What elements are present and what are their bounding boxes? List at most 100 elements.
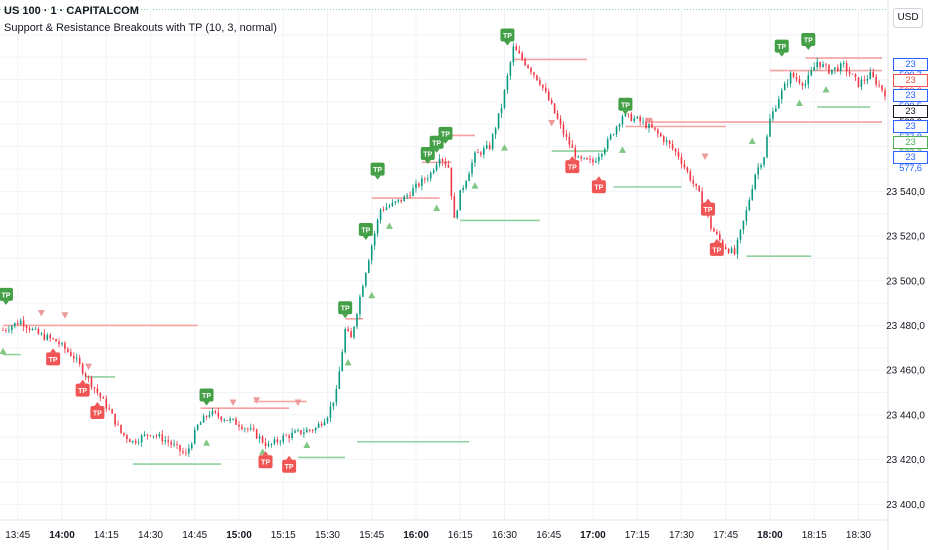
candle-body bbox=[530, 67, 532, 73]
indicator-legend[interactable]: Support & Resistance Breakouts with TP (… bbox=[4, 22, 277, 34]
tp-marker-box bbox=[618, 97, 633, 111]
candle-body bbox=[810, 70, 813, 76]
tp-marker[interactable]: TP bbox=[774, 39, 789, 57]
tp-marker[interactable]: TP bbox=[46, 348, 61, 366]
candle-body bbox=[568, 136, 571, 145]
tp-marker-pointer bbox=[569, 156, 576, 161]
candle-body bbox=[391, 202, 394, 206]
candle-body bbox=[828, 65, 830, 74]
candle-body bbox=[34, 328, 37, 330]
symbol-title[interactable]: US 100 · 1 · CAPITALCOM bbox=[4, 5, 139, 17]
tp-marker-label: TP bbox=[78, 388, 87, 395]
tp-marker[interactable]: TP bbox=[591, 176, 606, 194]
candle-body bbox=[668, 140, 671, 145]
tp-marker[interactable]: TP bbox=[75, 379, 90, 397]
tp-marker[interactable]: TP bbox=[0, 287, 13, 305]
tp-marker[interactable]: TP bbox=[338, 301, 353, 319]
candle-body bbox=[19, 320, 22, 325]
x-tick-label: 14:45 bbox=[182, 530, 207, 541]
x-tick-label: 14:00 bbox=[49, 530, 75, 541]
candle-body bbox=[308, 429, 311, 431]
candle-body bbox=[786, 83, 789, 85]
candle-body bbox=[645, 121, 647, 129]
candle-body bbox=[527, 65, 529, 68]
candle-body bbox=[176, 444, 178, 445]
tp-marker[interactable]: TP bbox=[199, 388, 214, 406]
tp-marker[interactable]: TP bbox=[438, 126, 453, 144]
candle-body bbox=[235, 418, 237, 425]
candle-body bbox=[70, 351, 72, 357]
tp-marker[interactable]: TP bbox=[420, 146, 435, 164]
candle-body bbox=[28, 328, 31, 330]
candle-body bbox=[105, 398, 108, 409]
candle-body bbox=[432, 170, 435, 173]
candle-body bbox=[536, 75, 538, 81]
candle-body bbox=[99, 392, 102, 398]
tp-marker[interactable]: TP bbox=[90, 402, 105, 420]
candle-body bbox=[223, 420, 226, 421]
candle-body bbox=[179, 444, 181, 452]
tp-marker-pointer bbox=[2, 300, 9, 305]
candle-body bbox=[359, 296, 361, 315]
currency-button[interactable]: USD bbox=[893, 8, 923, 28]
tp-marker[interactable]: TP bbox=[618, 97, 633, 115]
tp-marker[interactable]: TP bbox=[258, 451, 273, 469]
candle-body bbox=[630, 113, 633, 122]
candle-body bbox=[512, 46, 515, 63]
candle-body bbox=[75, 357, 78, 359]
tp-marker[interactable]: TP bbox=[370, 162, 385, 180]
candle-body bbox=[347, 329, 349, 332]
candle-body bbox=[453, 196, 456, 218]
candle-body bbox=[55, 338, 57, 342]
y-tick-label: 23 480,0 bbox=[886, 321, 925, 332]
x-tick-label: 14:15 bbox=[94, 530, 119, 541]
y-tick-label: 23 400,0 bbox=[886, 500, 925, 511]
candle-body bbox=[459, 190, 462, 211]
candle-body bbox=[716, 231, 718, 235]
candle-body bbox=[842, 63, 845, 65]
candle-body bbox=[845, 63, 848, 72]
candle-body bbox=[164, 440, 167, 442]
tp-marker[interactable]: TP bbox=[709, 238, 724, 256]
candle-body bbox=[306, 429, 308, 433]
tp-marker[interactable]: TP bbox=[500, 28, 515, 46]
candle-body bbox=[5, 330, 7, 331]
tp-marker-pointer bbox=[50, 348, 57, 353]
candle-body bbox=[78, 357, 81, 364]
tp-marker[interactable]: TP bbox=[701, 198, 716, 216]
tp-marker[interactable]: TP bbox=[565, 156, 580, 174]
breakout-down-arrow bbox=[701, 153, 709, 161]
candle-body bbox=[822, 64, 824, 67]
candle-body bbox=[52, 338, 54, 339]
candle-body bbox=[686, 167, 689, 172]
candle-body bbox=[521, 53, 523, 60]
breakout-down-arrow bbox=[253, 397, 261, 404]
breakout-up-arrow bbox=[618, 146, 626, 153]
breakout-down-arrow bbox=[645, 117, 653, 125]
candle-body bbox=[273, 439, 276, 444]
candle-body bbox=[580, 156, 582, 159]
candle-body bbox=[801, 83, 804, 86]
candle-body bbox=[480, 152, 482, 155]
tp-marker[interactable]: TP bbox=[282, 455, 297, 473]
candle-body bbox=[120, 424, 122, 433]
x-tick-label: 15:30 bbox=[315, 530, 340, 541]
support-resistance-levels bbox=[3, 57, 883, 465]
candle-body bbox=[660, 133, 662, 137]
tp-marker-label: TP bbox=[261, 460, 270, 467]
candle-body bbox=[618, 124, 621, 127]
candle-body bbox=[571, 144, 574, 148]
candle-body bbox=[503, 89, 506, 108]
tp-marker-box bbox=[258, 455, 273, 469]
breakout-up-arrow bbox=[500, 144, 508, 151]
candle-body bbox=[111, 409, 113, 414]
tp-marker-pointer bbox=[595, 176, 602, 181]
tp-marker[interactable]: TP bbox=[801, 32, 816, 50]
tp-marker-label: TP bbox=[704, 207, 713, 214]
candle-body bbox=[601, 153, 603, 157]
candle-body bbox=[126, 435, 128, 440]
tp-marker[interactable]: TP bbox=[358, 222, 373, 240]
candle-body bbox=[64, 343, 66, 349]
candle-body bbox=[754, 174, 757, 189]
